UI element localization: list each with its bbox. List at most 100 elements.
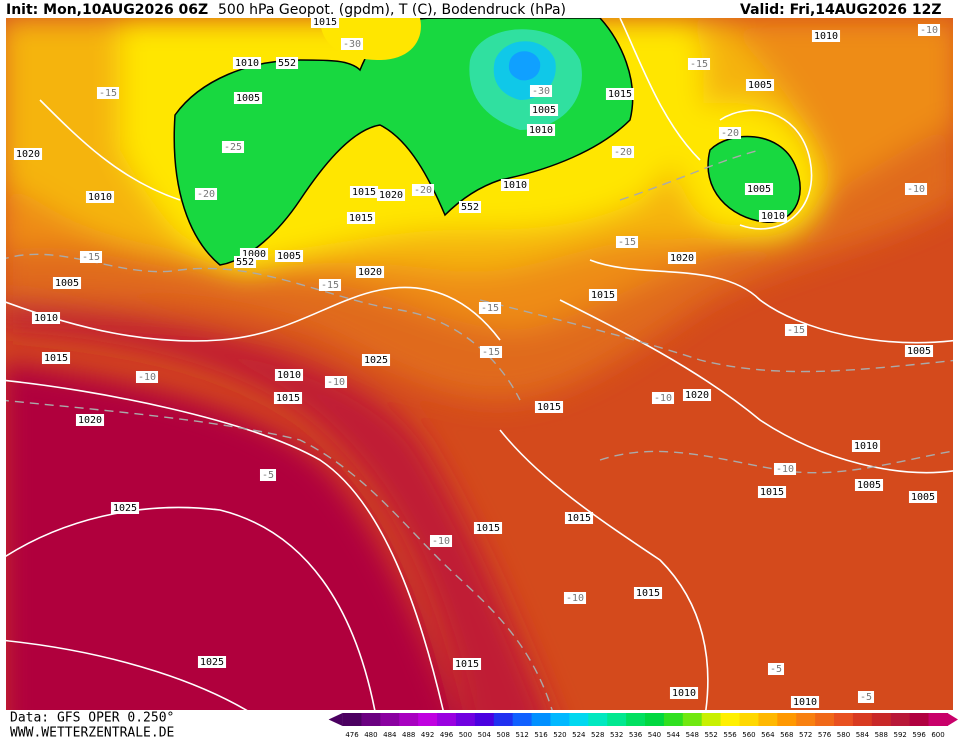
pressure-label-box [758, 210, 788, 222]
pressure-label: 1015 [591, 290, 615, 301]
legend-swatch [909, 713, 930, 726]
pressure-label: 1010 [814, 31, 838, 42]
temperature-label-box [917, 24, 941, 36]
temperature-label: -25 [224, 142, 242, 153]
pressure-label: 1025 [364, 355, 388, 366]
pressure-label-box [811, 30, 841, 42]
pressure-label: 1005 [911, 492, 935, 503]
temperature-label: -5 [770, 664, 782, 675]
pressure-label-box [564, 512, 594, 524]
pressure-label: 1020 [670, 253, 694, 264]
pressure-label-box [757, 486, 787, 498]
pressure-label: 1015 [349, 213, 373, 224]
pressure-label: 1015 [537, 402, 561, 413]
pressure-labels: 1015 1010 1010 552 1005 1015 1005 1010 1020 1010 1… [13, 16, 938, 708]
temperature-label-box [221, 141, 245, 153]
legend-arrow-right [947, 713, 958, 726]
legend-label: 516 [534, 731, 548, 739]
color-legend: 476 480 484 488 492 496 500 504 508 512 516 520 524 5… [328, 713, 958, 739]
pressure-label-box [908, 491, 938, 503]
legend-label: 496 [440, 731, 454, 739]
pressure-label: 1010 [503, 180, 527, 191]
pressure-label: 1005 [857, 480, 881, 491]
temperature-label-box [611, 146, 635, 158]
temperature-label-box [651, 392, 675, 404]
legend-swatch [796, 713, 816, 726]
legend-swatch [418, 713, 438, 726]
legend-label: 532 [610, 731, 623, 739]
temperature-labels: -30 -10 -15 -15 -30 -20 -25 -20 -20 -20 -10 -15 -15 -… [79, 24, 941, 703]
pressure-label: 1015 [276, 393, 300, 404]
pressure-label-box [458, 201, 482, 213]
temperature-label: -20 [721, 128, 739, 139]
legend-label: 556 [723, 731, 737, 739]
pressure-label-box [667, 252, 697, 264]
pressure-label-box [526, 124, 556, 136]
legend-swatch [663, 713, 684, 726]
pressure-label: 1005 [532, 105, 556, 116]
pressure-label: 1005 [277, 251, 301, 262]
legend-swatch [720, 713, 741, 726]
temperature-label: -10 [920, 25, 938, 36]
pressure-label: 552 [461, 202, 479, 213]
temperature-label-box [718, 127, 742, 139]
pressure-label: 1000 [242, 249, 266, 260]
pressure-label: 1020 [685, 390, 709, 401]
legend-label: 548 [686, 731, 699, 739]
header-bar [0, 0, 959, 18]
pressure-label: 1005 [907, 346, 931, 357]
legend-swatch [701, 713, 722, 726]
pressure-label: 1015 [44, 353, 68, 364]
pressure-label-box [669, 687, 699, 699]
pressure-label-box [41, 352, 71, 364]
temperature-label-box [857, 691, 875, 703]
pressure-label-box [744, 183, 774, 195]
pressure-label-box [904, 345, 934, 357]
temperature-label: -5 [262, 470, 274, 481]
pressure-label-box [588, 289, 618, 301]
pressure-label: 1010 [277, 370, 301, 381]
temperature-label: -10 [566, 593, 584, 604]
legend-label: 544 [667, 731, 681, 739]
legend-swatch [758, 713, 778, 726]
temperature-label: -10 [327, 377, 345, 388]
legend-label: 512 [515, 731, 528, 739]
legend-label: 484 [383, 731, 397, 739]
temperature-label-box [478, 302, 502, 314]
pressure-label-box [273, 392, 303, 404]
pressure-label-box [346, 212, 376, 224]
temperature-label-box [79, 251, 103, 263]
pressure-label-box [13, 148, 43, 160]
pressure-label-box [745, 79, 775, 91]
pressure-label: 552 [278, 58, 296, 69]
pressure-label: 1015 [760, 487, 784, 498]
legend-label: 572 [799, 731, 812, 739]
legend-label: 520 [553, 731, 566, 739]
temperature-label: -10 [907, 184, 925, 195]
temperature-label-box [773, 463, 797, 475]
legend-swatch [437, 713, 457, 726]
temperature-label-box [767, 663, 785, 675]
pressure-label-box [310, 16, 340, 28]
temperature-label: -30 [532, 86, 550, 97]
pressure-label-box [274, 369, 304, 381]
pressure-label-box [355, 266, 385, 278]
pressure-label-box [682, 389, 712, 401]
legend-swatch [890, 713, 911, 726]
temperature-label-box [529, 85, 553, 97]
legend-label: 584 [856, 731, 870, 739]
pressure-label: 1015 [608, 89, 632, 100]
pressure-label: 1010 [854, 441, 878, 452]
temperature-label-box [411, 184, 435, 196]
pressure-label-box [275, 57, 299, 69]
map-title: 500 hPa Geopot. (gpdm), T (C), Bodendruc… [218, 2, 566, 18]
legend-label: 492 [421, 731, 434, 739]
init-time: Init: Mon,10AUG2026 06Z [6, 2, 208, 18]
pressure-label: 1015 [476, 523, 500, 534]
legend-label: 588 [875, 731, 888, 739]
pressure-label: 1005 [55, 278, 79, 289]
pressure-label: 1015 [567, 513, 591, 524]
legend-label: 552 [704, 731, 717, 739]
temperature-label-box [429, 535, 453, 547]
